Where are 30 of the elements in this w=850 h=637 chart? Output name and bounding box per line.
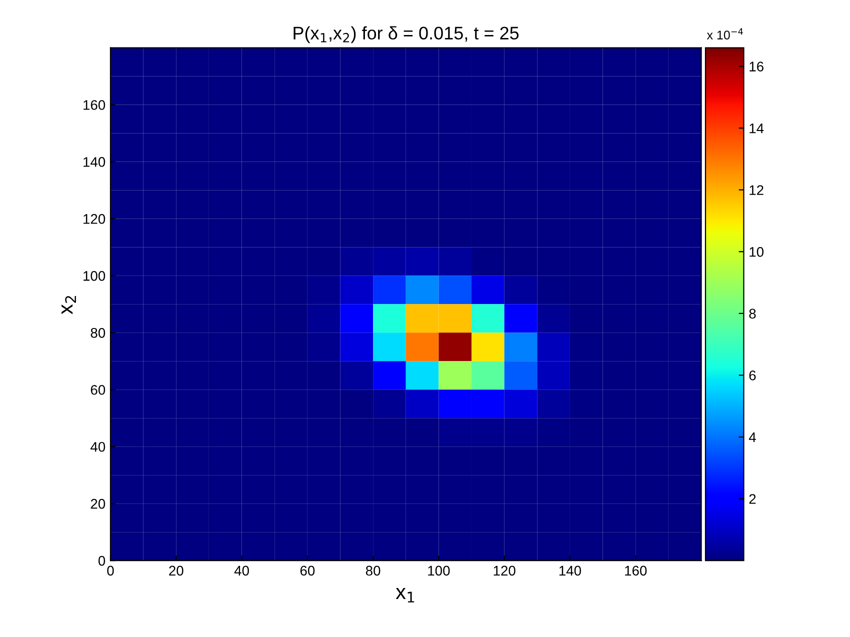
color-bar-title: x 10$^{−4}$ — [706, 28, 743, 40]
color-bar-label: 16 — [750, 62, 764, 72]
y-tick-label: 100 — [84, 271, 106, 281]
y-tick-label: 20 — [90, 498, 106, 509]
x-axis-title: x$_{1}$ — [396, 588, 414, 602]
y-tick-label: 120 — [84, 214, 106, 224]
color-bar-label: 10 — [750, 246, 764, 257]
color-bar-label: 8 — [749, 308, 756, 319]
y-tick-label: 160 — [84, 100, 106, 110]
x-tick-label: 20 — [169, 566, 184, 576]
y-tick-label: 140 — [84, 157, 106, 167]
y-tick-label: 0 — [98, 556, 106, 566]
y-tick-label: 80 — [90, 328, 106, 338]
y-tick-label: 60 — [90, 384, 106, 395]
x-tick-label: 0 — [107, 566, 114, 576]
x-tick-label: 80 — [366, 566, 380, 576]
color-bar-label: 12 — [750, 185, 764, 195]
x-tick-label: 120 — [494, 566, 516, 576]
y-tick-label: 40 — [90, 442, 106, 452]
x-tick-label: 40 — [234, 566, 249, 576]
color-bar-label: 4 — [748, 432, 756, 442]
x-tick-label: 60 — [300, 566, 315, 576]
color-bar-label: 2 — [749, 494, 756, 504]
chart-title: P(x$_{1}$,x$_{2}$) for δ = 0.015, t = 25 — [294, 26, 519, 44]
y-axis-title: x$_{2}$ — [62, 296, 76, 314]
color-bar-label: 14 — [750, 124, 764, 134]
x-tick-label: 160 — [625, 566, 647, 576]
x-tick-label: 100 — [428, 566, 450, 576]
color-bar-label: 6 — [749, 370, 756, 380]
x-tick-label: 140 — [559, 566, 582, 576]
